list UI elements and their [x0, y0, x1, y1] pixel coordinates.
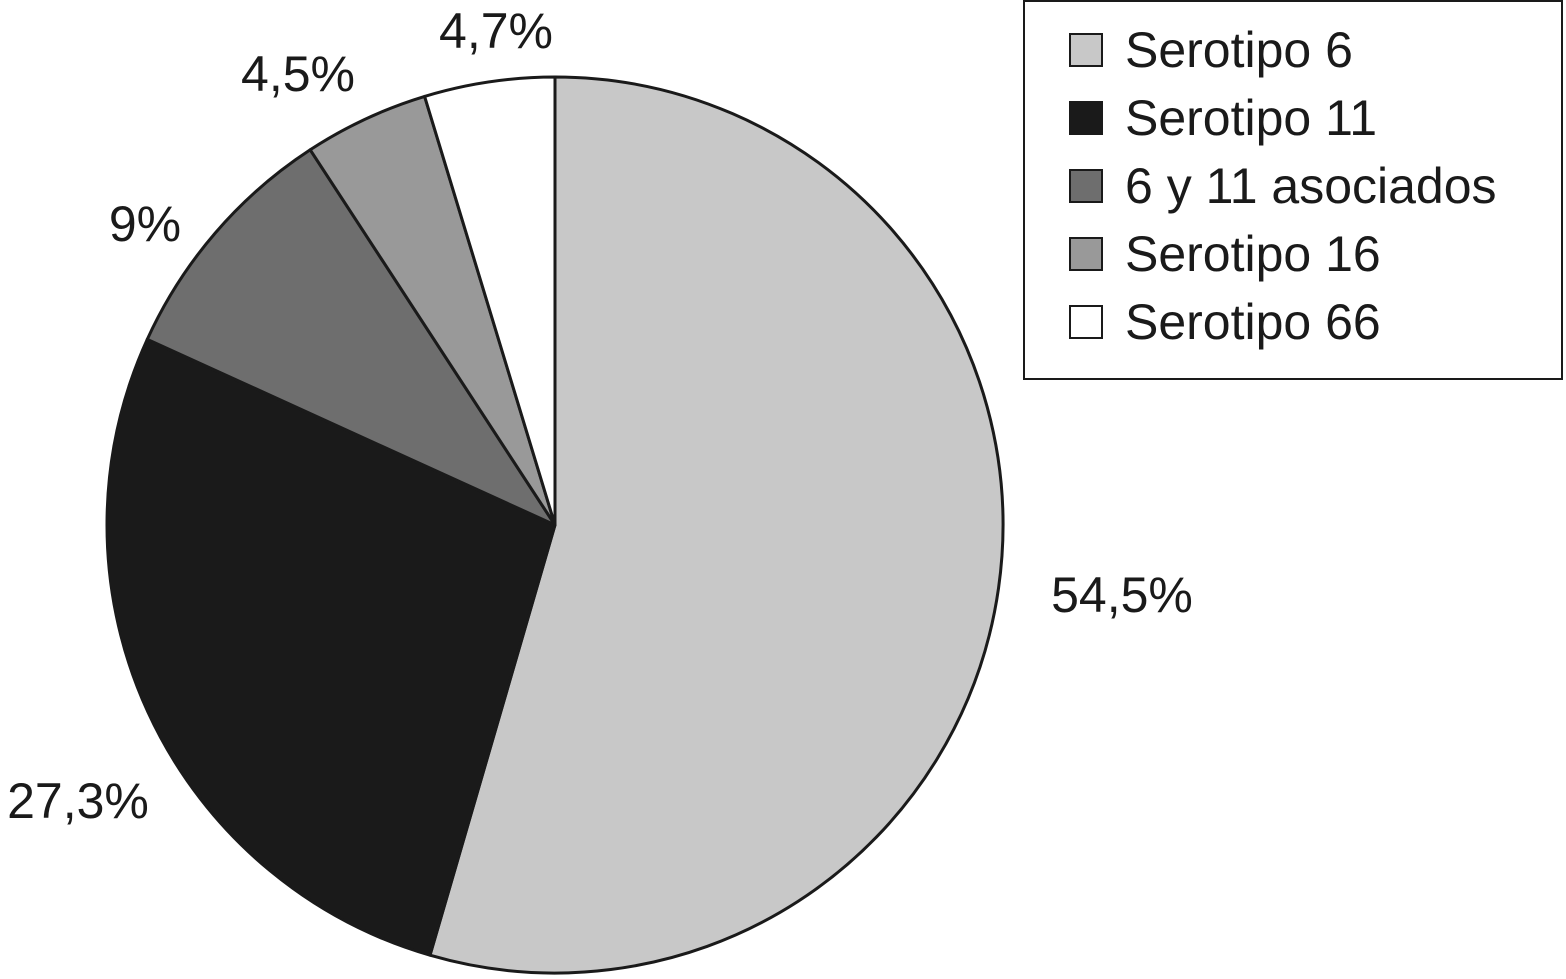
slice-percentage-label: 4,5%: [241, 46, 355, 102]
pie-slice-serotipo-6: [428, 75, 1005, 975]
legend-swatch: [1069, 237, 1103, 271]
pie-slice-serotipo-66: [423, 75, 557, 527]
legend-label: Serotipo 66: [1125, 294, 1381, 350]
legend-label: Serotipo 6: [1125, 22, 1353, 78]
slice-percentage-label: 27,3%: [7, 773, 149, 829]
legend-item-serotipo-66: Serotipo 66: [1069, 294, 1381, 350]
legend-label: Serotipo 11: [1125, 90, 1378, 146]
pie-slice-serotipo-11: [105, 337, 557, 957]
legend-swatch: [1069, 305, 1103, 339]
legend-item-serotipo-6: Serotipo 6: [1069, 22, 1353, 78]
slice-percentage-label: 54,5%: [1051, 567, 1193, 623]
slice-percentage-label: 9%: [109, 196, 181, 252]
legend-label: 6 y 11 asociados: [1125, 158, 1497, 214]
pie-slice-6-y-11-asociados: [145, 148, 557, 527]
legend-label: Serotipo 16: [1125, 226, 1381, 282]
legend-swatch: [1069, 33, 1103, 67]
slice-percentage-label: 4,7%: [439, 3, 553, 59]
legend-item-serotipo-16: Serotipo 16: [1069, 226, 1381, 282]
legend-swatch: [1069, 169, 1103, 203]
legend-item-serotipo-11: Serotipo 11: [1069, 90, 1377, 146]
legend-swatch: [1069, 101, 1103, 135]
legend-item-6-y-11-asociados: 6 y 11 asociados: [1069, 158, 1497, 214]
legend: Serotipo 6 Serotipo 11 6 y 11 asociados …: [1023, 0, 1563, 380]
